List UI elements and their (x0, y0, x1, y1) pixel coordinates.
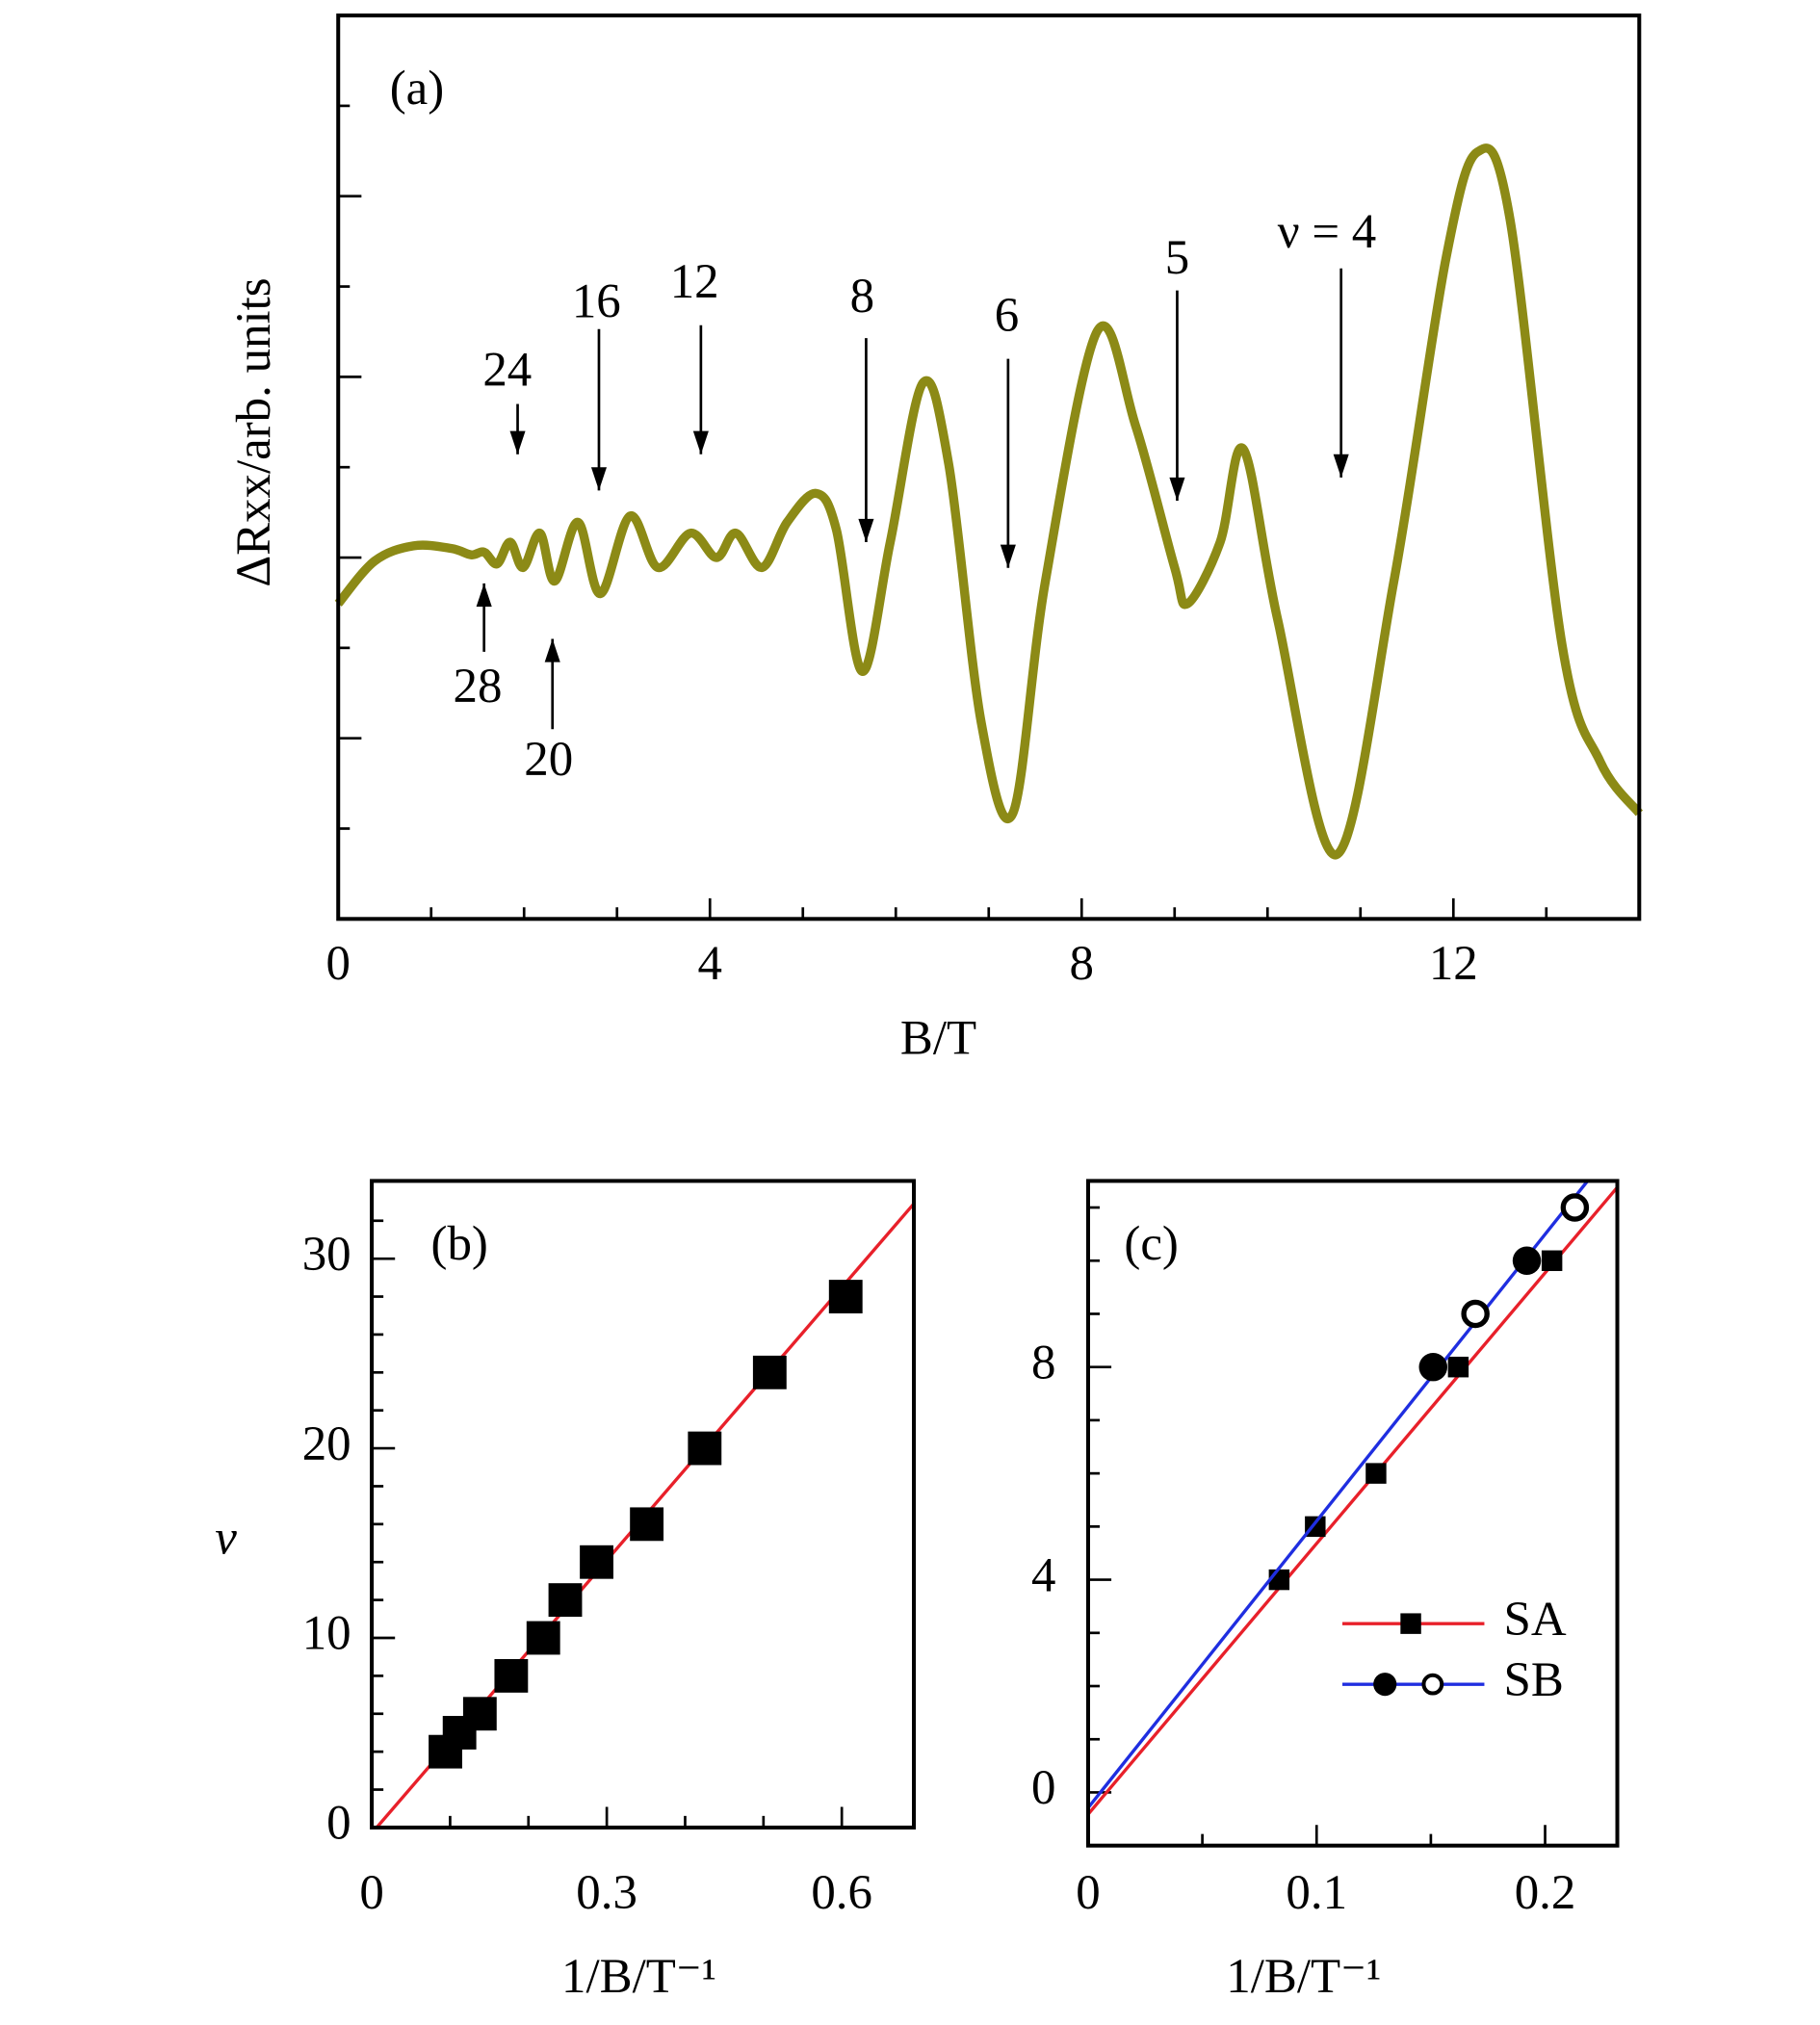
annotation: 8 (850, 270, 874, 324)
y-axis-label: ν (215, 1511, 237, 1565)
marker (548, 1583, 583, 1618)
x-tick-label: 0 (359, 1866, 383, 1920)
marker (1541, 1250, 1563, 1271)
y-tick-label: 20 (302, 1417, 351, 1471)
legend-label: SA (1504, 1593, 1567, 1647)
annotation: 20 (524, 733, 573, 787)
fit-line (1087, 1181, 1589, 1809)
marker (526, 1621, 560, 1655)
annotation: 16 (572, 274, 621, 328)
legend-marker (1421, 1673, 1444, 1696)
panel-label: (a) (390, 62, 445, 116)
annotation: 28 (454, 660, 503, 714)
marker (688, 1431, 722, 1466)
x-tick-label: 0 (325, 937, 350, 991)
panel: 0 4 8 12 (a) B/T ΔRxx/arb. units 24 16 12 8 6 5 ν = 4… (227, 13, 1644, 1066)
marker (1418, 1352, 1448, 1382)
data-line (334, 143, 1644, 860)
marker (462, 1697, 497, 1731)
marker (1447, 1356, 1469, 1378)
x-axis-label: 1/B/T⁻¹ (1226, 1950, 1381, 2004)
x-tick-label: 0.1 (1286, 1866, 1347, 1920)
y-tick-label: 10 (302, 1607, 351, 1661)
marker (580, 1545, 613, 1579)
marker (1560, 1193, 1590, 1222)
marker (630, 1507, 664, 1542)
x-tick-label: 0.6 (811, 1866, 872, 1920)
arrow-head (858, 518, 874, 542)
annotation: ν = 4 (1278, 205, 1377, 259)
x-tick-label: 0.2 (1515, 1866, 1576, 1920)
panel-label: (b) (431, 1217, 488, 1271)
marker (1365, 1463, 1387, 1484)
marker (1512, 1246, 1542, 1275)
arrow-head (1000, 544, 1016, 568)
annotation: 24 (482, 343, 532, 397)
y-axis-label: ΔRxx/arb. units (227, 277, 281, 586)
plot-frame (336, 13, 1642, 922)
annotation: 5 (1165, 231, 1189, 285)
x-tick-label: 8 (1070, 937, 1094, 991)
arrow-head (476, 583, 492, 607)
arrow-head (544, 638, 560, 662)
marker (1461, 1299, 1490, 1329)
x-tick-label: 0 (1076, 1866, 1100, 1920)
panel: 0 0.1 0.2 0 4 8 (c) 1/B/T⁻¹ SA SB (1031, 1179, 1620, 2004)
y-tick-label: 0 (326, 1797, 351, 1851)
marker (494, 1658, 529, 1693)
plot-frame (1085, 1179, 1620, 1848)
arrow-head (692, 430, 709, 454)
marker (828, 1280, 863, 1313)
y-tick-label: 30 (302, 1228, 351, 1282)
fit-line (1087, 1185, 1618, 1816)
plot-frame (370, 1179, 917, 1830)
legend-marker (1400, 1613, 1421, 1634)
y-tick-label: 0 (1031, 1761, 1055, 1815)
legend-marker (1373, 1673, 1397, 1697)
x-axis-label: B/T (900, 1012, 976, 1066)
marker (752, 1355, 787, 1389)
arrow-head (509, 430, 526, 454)
annotation: 6 (995, 289, 1019, 343)
panel: 0 0.3 0.6 0 10 20 30 (b) 1/B/T⁻¹ ν (215, 1179, 917, 2004)
x-tick-label: 12 (1429, 937, 1478, 991)
arrow-head (1169, 477, 1185, 502)
x-axis-label: 1/B/T⁻¹ (561, 1950, 716, 2004)
panel-label: (c) (1124, 1217, 1179, 1271)
x-tick-label: 0.3 (576, 1866, 637, 1920)
y-tick-label: 8 (1031, 1336, 1055, 1389)
legend-label: SB (1504, 1653, 1564, 1707)
annotation: 12 (670, 255, 719, 309)
arrow-head (1333, 454, 1349, 478)
arrow-head (590, 467, 608, 491)
x-tick-label: 4 (698, 937, 722, 991)
y-tick-label: 4 (1031, 1548, 1055, 1602)
